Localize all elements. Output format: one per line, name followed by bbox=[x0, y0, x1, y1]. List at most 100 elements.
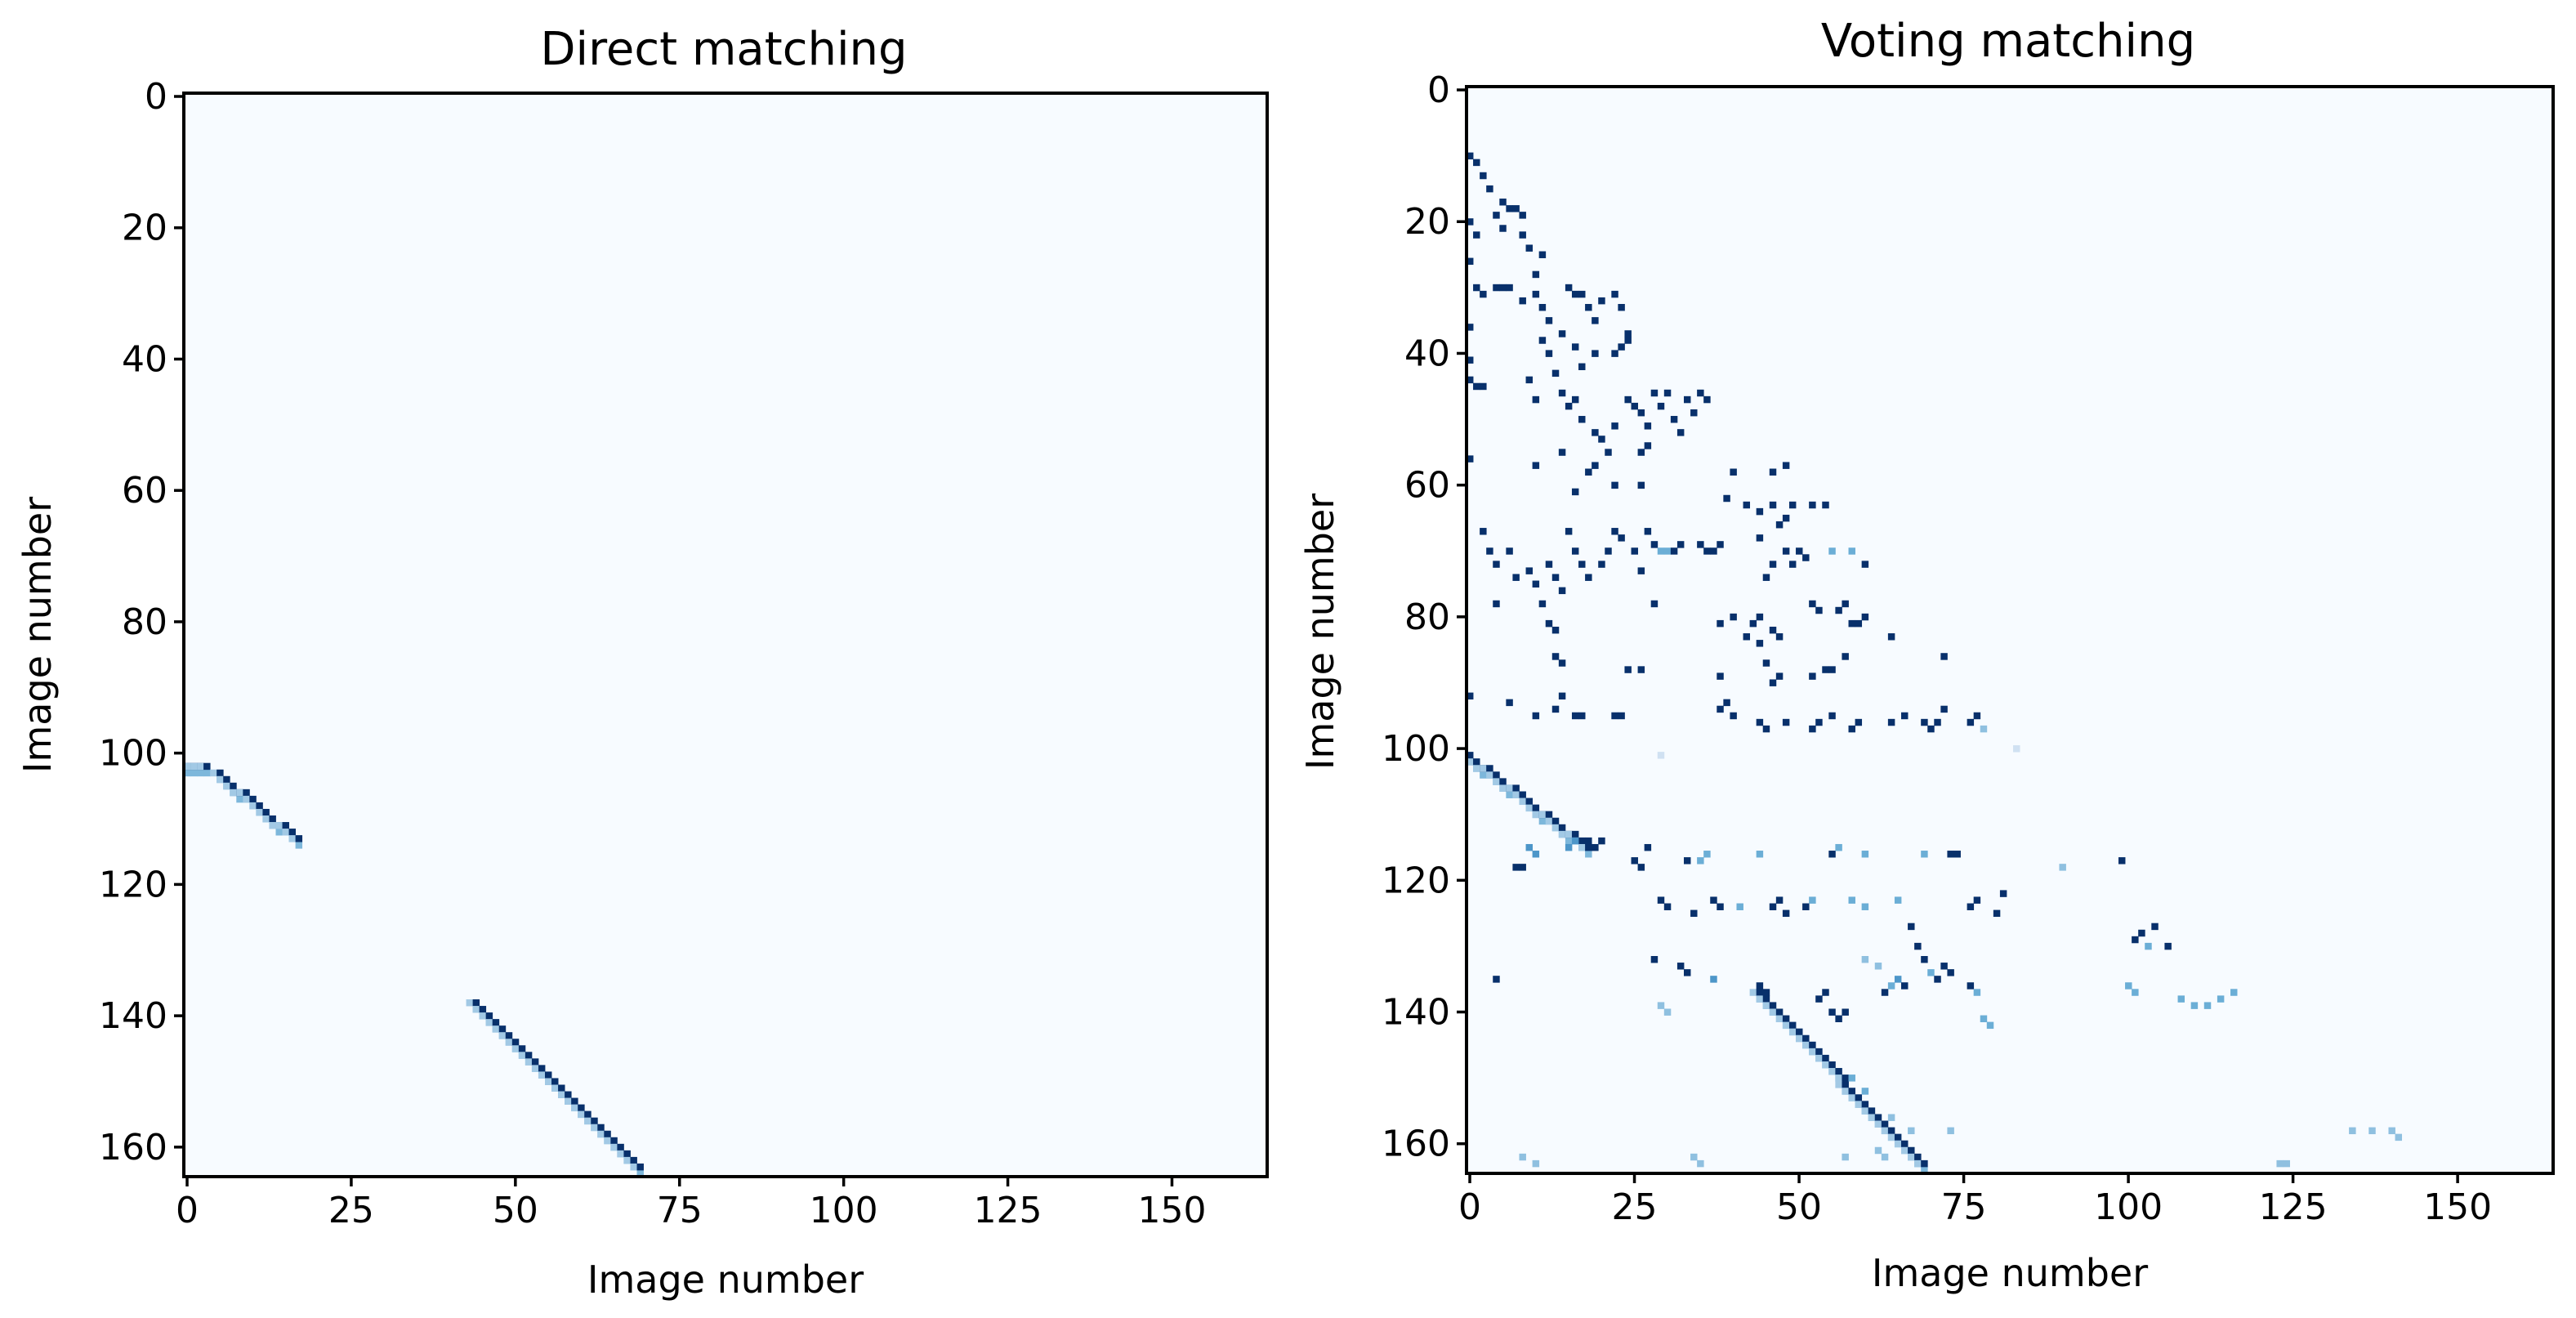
heatmap-cell bbox=[1598, 837, 1605, 845]
heatmap-cell bbox=[1809, 672, 1816, 680]
heatmap-cell bbox=[1532, 1159, 1540, 1168]
heatmap-cell bbox=[1703, 395, 1711, 404]
heatmap-cell bbox=[1762, 659, 1770, 667]
heatmap-cell bbox=[545, 1071, 552, 1079]
heatmap-cell bbox=[1578, 837, 1586, 845]
heatmap-cell bbox=[1637, 567, 1645, 574]
heatmap-cell bbox=[584, 1117, 592, 1125]
heatmap-cell bbox=[1894, 1133, 1902, 1142]
heatmap-cell bbox=[1467, 257, 1474, 266]
heatmap-cell bbox=[2138, 929, 2145, 937]
heatmap-cell bbox=[1901, 1146, 1909, 1155]
heatmap-cell bbox=[1532, 580, 1540, 588]
heatmap-cell bbox=[203, 769, 211, 777]
heatmap-cell bbox=[1861, 903, 1869, 910]
heatmap-cell bbox=[1730, 613, 1737, 621]
heatmap-cell bbox=[1914, 1159, 1922, 1168]
heatmap-cell bbox=[1506, 547, 1513, 555]
heatmap-cell bbox=[230, 789, 237, 797]
heatmap-cell bbox=[472, 1006, 480, 1013]
heatmap-cell bbox=[1473, 765, 1480, 772]
y-tick-label: 80 bbox=[1404, 596, 1450, 638]
heatmap-cell bbox=[1815, 1054, 1823, 1062]
heatmap-cell bbox=[538, 1065, 546, 1072]
heatmap-cell bbox=[1657, 402, 1665, 410]
x-tick-label: 75 bbox=[1941, 1186, 1987, 1228]
heatmap-cell bbox=[1822, 666, 1829, 673]
heatmap-cell bbox=[1512, 864, 1520, 871]
heatmap-cell bbox=[1512, 784, 1520, 792]
heatmap-cell bbox=[1842, 1075, 1849, 1082]
y-tick-label: 140 bbox=[99, 995, 167, 1037]
heatmap-cell bbox=[1663, 1008, 1672, 1016]
heatmap-cell bbox=[1940, 963, 1948, 970]
heatmap-cell bbox=[236, 789, 243, 797]
heatmap-cell bbox=[1828, 547, 1836, 555]
heatmap-cell bbox=[1842, 1008, 1849, 1016]
heatmap-cell bbox=[610, 1137, 618, 1145]
heatmap-cell bbox=[1545, 317, 1553, 324]
heatmap-cell bbox=[1637, 409, 1645, 417]
heatmap-cell bbox=[2203, 1002, 2212, 1009]
heatmap-cell bbox=[1558, 449, 1566, 456]
heatmap-cell bbox=[511, 1039, 520, 1046]
y-tick-label: 120 bbox=[99, 864, 167, 905]
heatmap-cell bbox=[1538, 600, 1547, 608]
heatmap-cell bbox=[1519, 212, 1526, 219]
y-axis-label: Image number bbox=[1298, 494, 1342, 770]
heatmap-cell bbox=[1611, 290, 1618, 298]
heatmap-cell bbox=[1855, 1094, 1863, 1101]
heatmap-cell bbox=[1657, 896, 1665, 904]
heatmap-cell bbox=[466, 999, 473, 1007]
heatmap-cell bbox=[1512, 574, 1520, 581]
heatmap-cell bbox=[1525, 804, 1534, 812]
heatmap-cell bbox=[1676, 963, 1685, 970]
heatmap-cell bbox=[1650, 389, 1659, 397]
y-tick-label: 0 bbox=[1427, 69, 1450, 111]
heatmap-cell bbox=[1717, 541, 1724, 548]
x-tick-label: 150 bbox=[2423, 1186, 2492, 1228]
heatmap-cell bbox=[1973, 896, 1981, 904]
heatmap-cell bbox=[1802, 554, 1810, 561]
heatmap-cell bbox=[2217, 995, 2225, 1003]
heatmap-cell bbox=[1848, 619, 1855, 628]
heatmap-cell bbox=[1631, 857, 1638, 865]
heatmap-cell bbox=[1855, 718, 1863, 726]
heatmap-cell bbox=[531, 1058, 539, 1066]
heatmap-cell bbox=[1467, 356, 1474, 364]
heatmap-cell bbox=[1592, 429, 1599, 436]
heatmap-cell bbox=[2059, 864, 2066, 871]
heatmap-cell bbox=[1618, 304, 1625, 311]
y-tick-label: 20 bbox=[1404, 201, 1450, 243]
heatmap-cell bbox=[1650, 600, 1659, 608]
heatmap-cell bbox=[1861, 1101, 1869, 1108]
heatmap-cell bbox=[1927, 725, 1935, 733]
x-tick-label: 125 bbox=[2259, 1186, 2328, 1228]
heatmap-cell bbox=[1894, 976, 1902, 983]
heatmap-cell bbox=[1545, 619, 1553, 628]
heatmap-cell bbox=[571, 1097, 578, 1105]
plot-frame bbox=[1465, 85, 2555, 1175]
heatmap-cell bbox=[256, 808, 263, 816]
heatmap-cells bbox=[184, 762, 644, 1177]
heatmap-cell bbox=[1519, 864, 1526, 871]
heatmap-cell bbox=[1769, 1002, 1777, 1009]
heatmap-cell bbox=[1986, 1021, 1994, 1030]
heatmap-cell bbox=[1894, 896, 1902, 904]
heatmap-cell bbox=[1558, 659, 1566, 667]
heatmap-cell bbox=[1710, 547, 1717, 555]
heatmap-cell bbox=[1769, 903, 1777, 910]
voting-matching-panel: Voting matching 0 25 50 75 100 125 150 0 20 40 60… bbox=[1298, 15, 2555, 1295]
heatmap-cell bbox=[1670, 547, 1678, 555]
heatmap-cell bbox=[1940, 705, 1948, 713]
heatmap-cell bbox=[1585, 304, 1592, 311]
y-tick-label: 100 bbox=[99, 733, 167, 775]
x-axis-label: Image number bbox=[587, 1258, 864, 1302]
heatmap-cell bbox=[2283, 1159, 2290, 1168]
heatmap-cell bbox=[1551, 369, 1560, 378]
heatmap-cell bbox=[1611, 422, 1618, 430]
y-tick-label: 80 bbox=[122, 601, 167, 643]
heatmap-cell bbox=[1730, 712, 1737, 720]
y-tick-label: 100 bbox=[1382, 728, 1450, 770]
heatmap-cell bbox=[1848, 1075, 1855, 1082]
